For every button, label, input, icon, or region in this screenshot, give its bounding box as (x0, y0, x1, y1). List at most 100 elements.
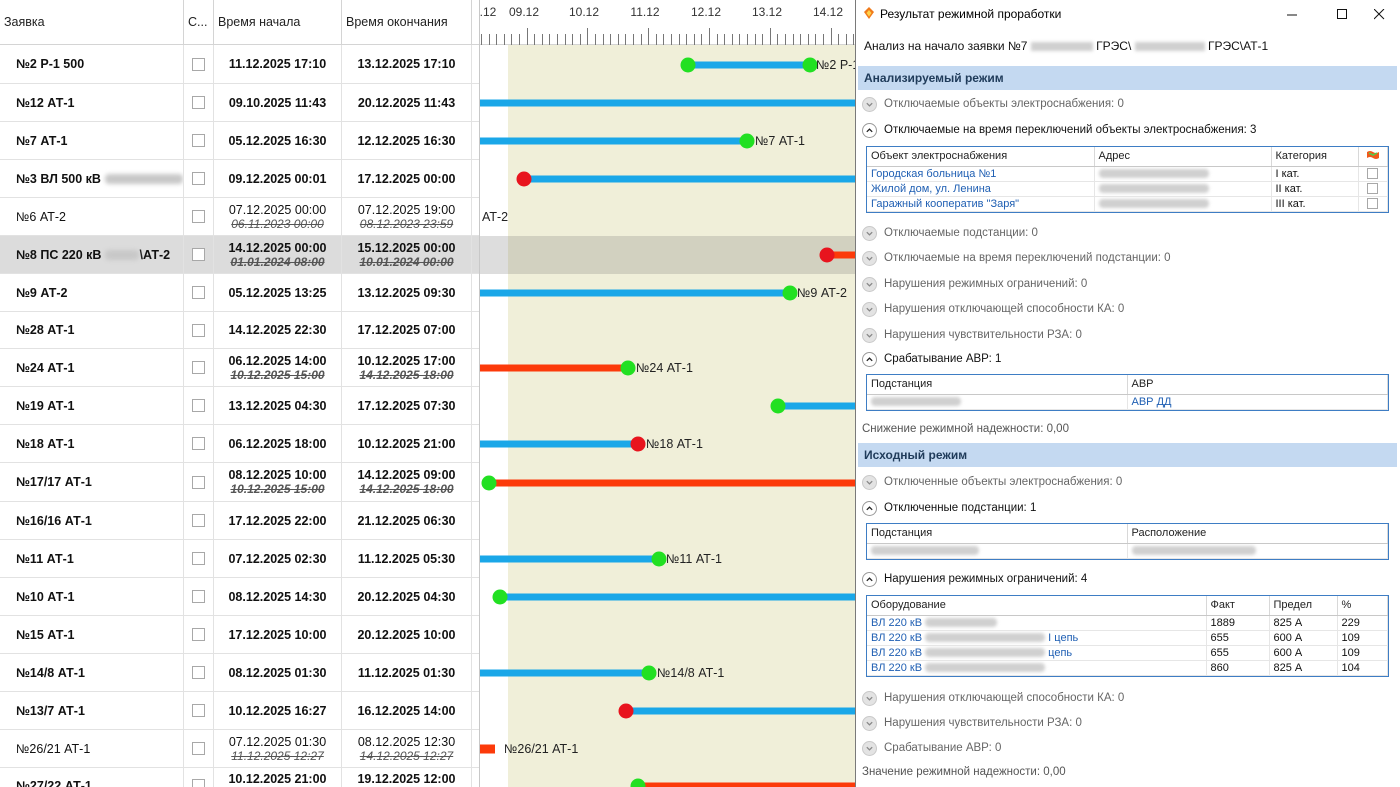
row-checkbox[interactable] (192, 361, 205, 374)
table-row[interactable]: №16/16 АТ-1 17.12.2025 22:00 21.12.2025 06… (0, 502, 479, 540)
chevron-down-icon[interactable] (862, 276, 877, 292)
row-checkbox[interactable] (1367, 168, 1379, 180)
table-row[interactable]: №13/7 АТ-1 10.12.2025 16:27 16.12.2025 14:… (0, 692, 479, 730)
chevron-down-icon[interactable] (862, 96, 877, 112)
row-checkbox[interactable] (192, 57, 205, 71)
gantt-bar[interactable] (480, 289, 790, 297)
chevron-up-icon[interactable] (862, 351, 877, 367)
col-limit[interactable]: Предел (1269, 596, 1338, 616)
gantt-marker[interactable] (819, 247, 835, 263)
col-avr[interactable]: АВР (1127, 375, 1388, 395)
col-object[interactable]: Объект электроснабжения (867, 147, 1095, 167)
requests-grid[interactable]: Заявка С... Время начала Время окончания… (0, 0, 480, 787)
table-row[interactable]: Городская больница №1 I кат. (867, 166, 1388, 182)
gantt-bar[interactable] (480, 99, 856, 107)
gantt-bar[interactable] (480, 440, 638, 448)
section-switching-consumers[interactable]: Отключаемые на время переключений объект… (862, 121, 1256, 139)
maximize-button[interactable] (1320, 0, 1364, 28)
table-row[interactable]: №18 АТ-1 06.12.2025 18:00 10.12.2025 21:00 (0, 425, 479, 463)
table-row[interactable]: №7 АТ-1 05.12.2025 16:30 12.12.2025 16:30 (0, 122, 479, 160)
col-location[interactable]: Расположение (1127, 524, 1388, 544)
table-row[interactable]: №15 АТ-1 17.12.2025 10:00 20.12.2025 10:00 (0, 616, 479, 654)
table-row[interactable]: ВЛ 220 кВ I цепь 655 600 А 109 (867, 630, 1388, 646)
equipment-link[interactable]: ВЛ 220 кВ I цепь (867, 630, 1207, 646)
col-header-end[interactable]: Время окончания (342, 0, 472, 45)
row-checkbox[interactable] (192, 704, 205, 717)
gantt-marker[interactable] (481, 475, 497, 490)
consumer-link[interactable]: Гаражный кооператив "Заря" (867, 196, 1095, 212)
section-switching-substations[interactable]: Отключаемые на время переключений подста… (862, 249, 1171, 267)
dialog-titlebar[interactable]: Результат режимной проработки (856, 0, 1400, 28)
table-row[interactable]: ВЛ 220 кВ цепь 655 600 А 109 (867, 645, 1388, 661)
row-checkbox[interactable] (192, 172, 205, 185)
chevron-down-icon[interactable] (862, 740, 877, 756)
table-row[interactable]: №24 АТ-1 06.12.2025 14:00 10.12.2025 15:00… (0, 349, 479, 387)
row-checkbox[interactable] (1367, 198, 1379, 210)
table-row[interactable]: №10 АТ-1 08.12.2025 14:30 20.12.2025 04:30 (0, 578, 479, 616)
equipment-link[interactable]: ВЛ 220 кВ (867, 660, 1207, 676)
row-checkbox[interactable] (192, 742, 205, 755)
col-category[interactable]: Категория (1271, 147, 1359, 167)
gantt-marker[interactable] (618, 703, 634, 719)
row-checkbox[interactable] (192, 134, 205, 147)
gantt-bar[interactable] (827, 251, 856, 259)
gantt-marker[interactable] (630, 436, 646, 452)
gantt-bar[interactable] (688, 61, 810, 68)
chevron-down-icon[interactable] (862, 225, 877, 241)
consumer-link[interactable]: Городская больница №1 (867, 166, 1095, 182)
row-checkbox[interactable] (192, 286, 205, 299)
table-row[interactable]: №17/17 АТ-1 08.12.2025 10:00 10.12.2025 15… (0, 463, 479, 502)
gantt-bar[interactable] (638, 782, 856, 787)
table-row[interactable]: №8 ПС 220 кВ \АТ-2 14.12.2025 00:00 01.01.2… (0, 236, 479, 274)
section-avr[interactable]: Срабатывание АВР: 1 (862, 350, 1001, 368)
col-substation[interactable]: Подстанция (867, 524, 1128, 544)
gantt-chart[interactable]: .12 09.12 10.12 11.12 12.12 13.12 14.12 №2 Р-1… (480, 0, 856, 787)
section-breaker-violations[interactable]: Нарушения отключающей способности КА: 0 (862, 300, 1124, 318)
chevron-up-icon[interactable] (862, 571, 877, 587)
table-row[interactable] (867, 543, 1388, 559)
col-flag[interactable] (1358, 147, 1388, 167)
section-disconnected-substations[interactable]: Отключаемые подстанции: 0 (862, 224, 1038, 242)
gantt-bar[interactable] (500, 593, 856, 601)
table-row[interactable]: АВР ДД (867, 394, 1388, 410)
minimize-button[interactable] (1270, 0, 1314, 28)
close-button[interactable] (1357, 0, 1400, 28)
section-relay-violations[interactable]: Нарушения чувствительности РЗА: 0 (862, 326, 1082, 344)
row-checkbox[interactable] (192, 590, 205, 603)
row-checkbox[interactable] (192, 779, 205, 787)
gantt-bar[interactable] (480, 669, 649, 677)
row-checkbox[interactable] (192, 248, 205, 261)
chevron-down-icon[interactable] (862, 301, 877, 317)
row-checkbox[interactable] (192, 666, 205, 679)
row-checkbox[interactable] (192, 552, 205, 565)
table-row[interactable]: ВЛ 220 кВ 860 825 А 104 (867, 660, 1388, 676)
table-row[interactable]: №2 Р-1 500 11.12.2025 17:10 13.12.2025 17:… (0, 45, 479, 84)
row-checkbox[interactable] (192, 475, 205, 489)
row-checkbox[interactable] (192, 437, 205, 450)
section-breaker-violations-initial[interactable]: Нарушения отключающей способности КА: 0 (862, 689, 1124, 707)
gantt-bar[interactable] (524, 175, 856, 183)
gantt-bar[interactable] (480, 364, 628, 372)
gantt-marker[interactable] (641, 665, 657, 681)
gantt-marker[interactable] (770, 398, 786, 414)
equipment-link[interactable]: ВЛ 220 кВ (867, 615, 1207, 631)
equipment-link[interactable]: ВЛ 220 кВ цепь (867, 645, 1207, 661)
col-header-status[interactable]: С... (184, 0, 214, 45)
table-row[interactable]: №12 АТ-1 09.10.2025 11:43 20.12.2025 11:43 (0, 84, 479, 122)
table-row[interactable]: №14/8 АТ-1 08.12.2025 01:30 11.12.2025 01:… (0, 654, 479, 692)
table-row[interactable]: №28 АТ-1 14.12.2025 22:30 17.12.2025 07:00 (0, 312, 479, 349)
gantt-marker[interactable] (620, 360, 636, 376)
avr-link[interactable]: АВР ДД (1127, 394, 1388, 410)
section-regime-violations-initial[interactable]: Нарушения режимных ограничений: 4 (862, 570, 1087, 588)
col-equipment[interactable]: Оборудование (867, 596, 1207, 616)
col-substation[interactable]: Подстанция (867, 375, 1128, 395)
gantt-marker[interactable] (802, 57, 818, 72)
row-checkbox[interactable] (192, 628, 205, 641)
section-disconnected-consumers[interactable]: Отключаемые объекты электроснабжения: 0 (862, 95, 1124, 113)
row-checkbox[interactable] (192, 96, 205, 109)
section-disconnected-consumers-initial[interactable]: Отключенные объекты электроснабжения: 0 (862, 473, 1122, 491)
table-row[interactable]: №26/21 АТ-1 07.12.2025 01:30 11.12.2025 12… (0, 730, 479, 768)
consumer-link[interactable]: Жилой дом, ул. Ленина (867, 181, 1095, 197)
gantt-bar[interactable] (480, 744, 495, 754)
table-row[interactable]: №6 АТ-2 07.12.2025 00:00 06.11.2023 00:00 0… (0, 198, 479, 236)
